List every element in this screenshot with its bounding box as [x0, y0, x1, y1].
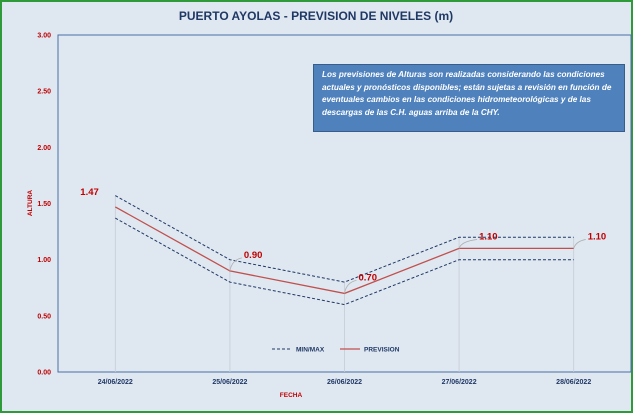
- data-label: 0.70: [359, 272, 378, 283]
- chart-title: PUERTO AYOLAS - PREVISION DE NIVELES (m): [179, 9, 453, 23]
- y-axis-title: ALTURA: [27, 190, 34, 217]
- x-tick-label: 26/06/2022: [327, 379, 362, 386]
- legend-label: PREVISION: [364, 347, 400, 354]
- x-tick-label: 28/06/2022: [556, 379, 591, 386]
- data-label-leader: [229, 257, 242, 271]
- x-tick-label: 27/06/2022: [442, 379, 477, 386]
- data-label-leader: [573, 239, 586, 249]
- data-label: 1.10: [588, 231, 607, 242]
- y-tick-label: 2.00: [37, 145, 51, 152]
- x-tick-label: 24/06/2022: [98, 379, 133, 386]
- y-tick-label: 1.00: [37, 257, 51, 264]
- y-tick-label: 0.00: [37, 370, 51, 377]
- data-label: 0.90: [244, 250, 263, 261]
- data-label: 1.47: [80, 187, 99, 198]
- series-line-forecast: [114, 206, 574, 295]
- data-label-leader: [344, 279, 357, 294]
- y-tick-label: 2.50: [37, 89, 51, 96]
- legend-label: MIN/MAX: [296, 347, 325, 354]
- data-label: 1.10: [479, 231, 498, 242]
- y-tick-label: 0.50: [37, 313, 51, 320]
- series-line-min: [115, 217, 574, 306]
- forecast-disclaimer-note: Los previsiones de Alturas son realizada…: [313, 64, 625, 132]
- series-line-max: [115, 195, 574, 283]
- y-tick-label: 3.00: [37, 33, 51, 40]
- x-axis-title: FECHA: [280, 392, 303, 399]
- data-label-leader: [458, 239, 478, 249]
- y-tick-label: 1.50: [37, 201, 51, 208]
- x-tick-label: 25/06/2022: [212, 379, 247, 386]
